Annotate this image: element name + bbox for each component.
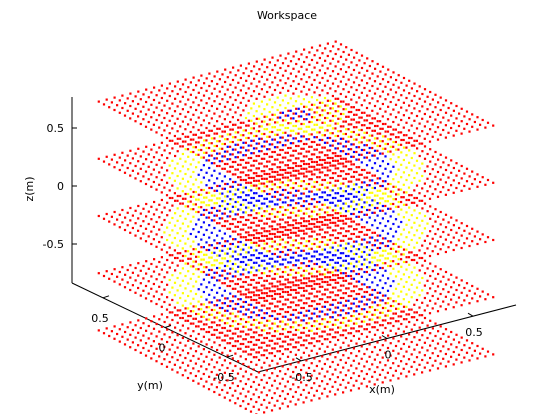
- x-axis-label: x(m): [369, 383, 395, 396]
- y-tick-2: [102, 295, 110, 299]
- x-tick-label-1: 0: [385, 349, 392, 362]
- z-tick-label-1: 0: [57, 180, 64, 193]
- y-tick-label-0: -0.5: [213, 371, 234, 384]
- x-tick-1: [381, 335, 388, 339]
- y-tick-label-2: 0.5: [91, 312, 109, 325]
- workspace-points: [97, 40, 495, 416]
- z-axis-label: z(m): [23, 176, 36, 201]
- slice-4: [97, 40, 495, 187]
- x-tick-0: [295, 357, 302, 362]
- y-tick-label-1: 0: [159, 342, 166, 355]
- slice-3: [97, 97, 495, 244]
- y-axis-label: y(m): [137, 379, 163, 392]
- axis-ticks: -0.5 0 0.5 -0.5 0 0.5 -0.5 0 0.5: [43, 122, 483, 384]
- chart-title: Workspace: [257, 9, 317, 22]
- slice-1: [97, 212, 495, 359]
- z-tick-label-2: 0.5: [47, 122, 65, 135]
- x-tick-2: [467, 312, 474, 317]
- y-tick-1: [164, 325, 172, 328]
- x-tick-label-2: 0.5: [465, 326, 483, 339]
- slice-2: [97, 154, 495, 302]
- y-tick-0: [226, 354, 234, 358]
- slice-0: [97, 269, 495, 416]
- z-tick-label-0: -0.5: [43, 238, 64, 251]
- x-tick-label-0: -0.5: [291, 371, 312, 384]
